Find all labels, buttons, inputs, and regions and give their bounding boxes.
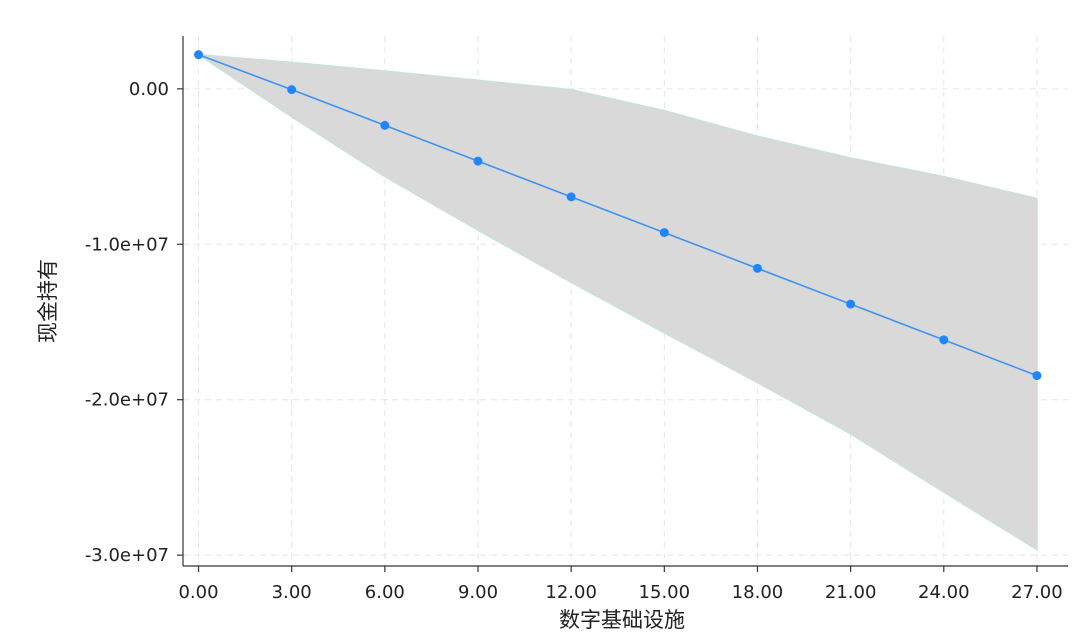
y-tick-label: -3.0e+07 — [85, 545, 169, 566]
tick-labels: 0.00 3.00 6.00 9.00 12.00 15.00 18.00 21.00 24.0… — [85, 79, 1063, 603]
data-point — [287, 85, 297, 95]
confidence-band — [198, 53, 1038, 552]
x-tick-label: 24.00 — [918, 582, 970, 603]
x-tick-label: 21.00 — [825, 582, 877, 603]
y-tick-label: 0.00 — [129, 79, 169, 100]
data-point — [846, 299, 856, 309]
data-point — [939, 335, 949, 345]
x-tick-label: 0.00 — [178, 582, 218, 603]
confidence-band-layer — [198, 53, 1038, 552]
data-point — [566, 192, 576, 202]
data-point — [659, 228, 669, 238]
y-tick-label: -1.0e+07 — [85, 234, 169, 255]
series-layer — [194, 50, 1042, 381]
x-axis-title: 数字基础设施 — [559, 608, 685, 632]
data-point — [1032, 371, 1042, 381]
x-tick-label: 27.00 — [1011, 582, 1063, 603]
data-point — [194, 50, 204, 60]
x-tick-label: 9.00 — [458, 582, 498, 603]
data-point — [380, 120, 390, 130]
x-tick-label: 6.00 — [365, 582, 405, 603]
axes — [177, 36, 1068, 572]
data-point — [473, 156, 483, 166]
data-point — [752, 263, 762, 273]
x-tick-label: 12.00 — [545, 582, 597, 603]
series-line — [198, 53, 1038, 377]
y-tick-label: -2.0e+07 — [85, 390, 169, 411]
y-axis-title: 现金持有 — [36, 259, 60, 343]
x-tick-label: 3.00 — [272, 582, 312, 603]
x-tick-label: 18.00 — [732, 582, 784, 603]
x-tick-label: 15.00 — [639, 582, 691, 603]
